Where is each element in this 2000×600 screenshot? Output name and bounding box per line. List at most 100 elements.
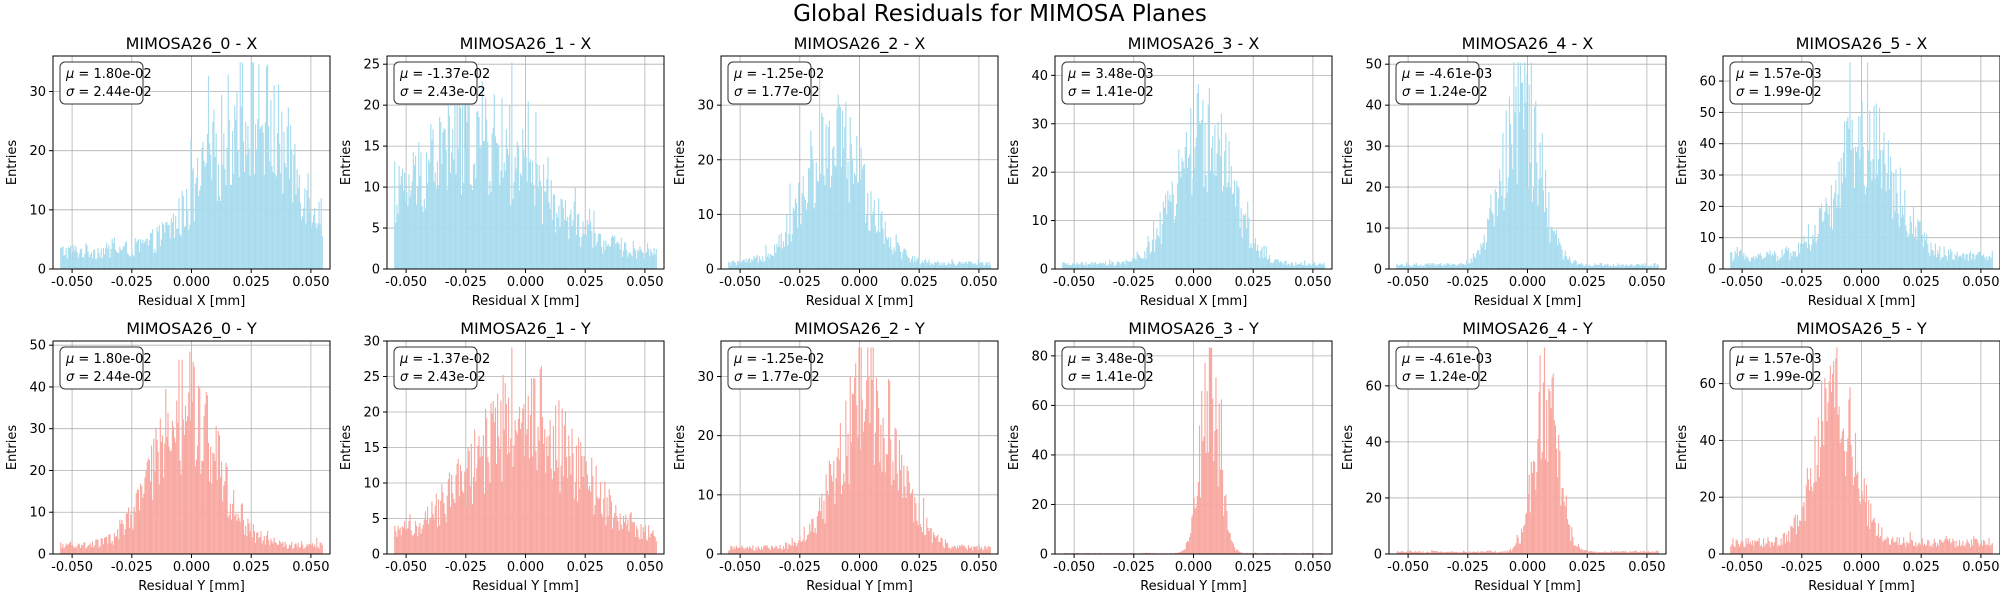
histogram-bar: [1583, 266, 1585, 269]
histogram-bar: [108, 245, 110, 269]
histogram-bar: [1288, 263, 1290, 269]
histogram-bar: [1089, 264, 1091, 269]
histogram-bar: [146, 238, 148, 269]
histogram-bar: [1600, 262, 1602, 269]
histogram-bar: [79, 249, 82, 269]
histogram-bar: [1876, 173, 1878, 269]
histogram-bar: [1986, 256, 1988, 269]
histogram-bar: [986, 261, 988, 269]
histogram-bar: [466, 468, 468, 554]
histogram-bar: [1975, 255, 1977, 269]
histogram-bar: [1794, 514, 1796, 554]
stats-sigma-value: = 2.43e-02: [408, 85, 485, 100]
histogram-bar: [1942, 542, 1944, 554]
histogram-bar: [1885, 191, 1887, 269]
histogram-bar: [940, 262, 942, 269]
figure-title: Global Residuals for MIMOSA Planes: [793, 1, 1207, 27]
histogram-bar: [1605, 264, 1607, 269]
histogram-bar: [1731, 544, 1733, 554]
histogram-bar: [904, 486, 906, 554]
x-tick-label: 0.025: [901, 560, 938, 575]
histogram-bar: [1215, 377, 1217, 554]
histogram-bar: [1163, 207, 1166, 269]
histogram-bar: [1107, 265, 1109, 269]
stats-mean-text: μ = 3.48e-03: [1067, 67, 1154, 82]
histogram-bar: [1836, 347, 1838, 554]
histogram-bar: [227, 74, 229, 269]
histogram-bar: [218, 195, 221, 269]
histogram-bar: [1651, 552, 1653, 554]
histogram-bar: [1862, 146, 1864, 269]
histogram-bar: [446, 495, 448, 554]
histogram-bar: [434, 172, 436, 269]
histogram-bar: [489, 181, 491, 269]
histogram-bar: [1467, 552, 1469, 554]
histogram-bar: [735, 545, 737, 554]
x-tick-label: -0.025: [1447, 275, 1489, 290]
histogram-bar: [1456, 266, 1458, 269]
histogram-bar: [596, 496, 598, 554]
histogram-bar: [1966, 539, 1968, 554]
x-tick-label: -0.050: [1387, 560, 1429, 575]
histogram-bar: [802, 539, 804, 554]
histogram-bar: [1613, 551, 1616, 554]
histogram-bar: [557, 217, 559, 269]
histogram-bar: [309, 212, 311, 269]
histogram-bar: [814, 528, 816, 554]
histogram-bar: [264, 544, 266, 554]
histogram-bar: [295, 194, 297, 269]
histogram-bar: [1791, 256, 1793, 269]
histogram-bar: [1963, 545, 1965, 554]
histogram-bar: [815, 533, 817, 554]
histogram-bar: [146, 461, 148, 554]
histogram-bar: [1264, 257, 1266, 269]
histogram-bar: [147, 458, 149, 554]
histogram-bar: [1978, 546, 1980, 554]
histogram-bar: [1300, 262, 1302, 269]
histogram-bar: [454, 503, 456, 554]
histogram-bar: [1491, 551, 1493, 554]
histogram-bar: [1582, 549, 1584, 554]
histogram-bar: [1877, 158, 1880, 269]
histogram-bar: [165, 222, 167, 269]
histogram-bar: [1903, 537, 1905, 554]
histogram-bar: [250, 522, 252, 554]
histogram-bar: [1185, 131, 1187, 269]
histogram-bar: [1317, 265, 1319, 269]
histogram-bar: [1456, 551, 1458, 554]
histogram-bar: [453, 499, 455, 554]
histogram-bar: [1450, 265, 1453, 269]
histogram-bar: [1449, 265, 1451, 269]
histogram-bar: [579, 488, 581, 554]
histogram-bar: [1148, 552, 1150, 554]
histogram-bar: [195, 177, 198, 269]
histogram-bar: [1748, 261, 1750, 269]
histogram-bar: [1489, 550, 1491, 554]
stats-box: μ = -4.61e-03σ = 1.24e-02: [1395, 346, 1492, 390]
histogram-bar: [1769, 547, 1771, 554]
histogram-bar: [748, 546, 751, 554]
histogram-bar: [1955, 255, 1957, 269]
histogram-bar: [1904, 542, 1906, 554]
histogram-bar: [624, 242, 626, 269]
histogram-bar: [1409, 550, 1411, 554]
histogram-bar: [242, 520, 245, 554]
histogram-bar: [1226, 187, 1228, 269]
histogram-bar: [213, 453, 215, 554]
histogram-bar: [583, 455, 585, 554]
histogram-bar: [758, 548, 760, 554]
x-tick-label: 0.025: [1235, 560, 1272, 575]
histogram-bar: [831, 475, 833, 554]
histogram-bar: [1816, 239, 1818, 269]
histogram-bar: [1737, 256, 1739, 269]
histogram-bar: [825, 474, 827, 554]
histogram-bar: [533, 377, 535, 554]
histogram-bar: [1886, 172, 1888, 269]
histogram-bar: [1985, 259, 1987, 269]
histogram-bar: [133, 506, 135, 554]
histogram-bar: [1798, 242, 1800, 269]
histogram-bar: [1764, 546, 1766, 554]
histogram-bar: [1765, 256, 1767, 269]
histogram-bar: [63, 255, 65, 269]
histogram-bar: [254, 542, 257, 554]
